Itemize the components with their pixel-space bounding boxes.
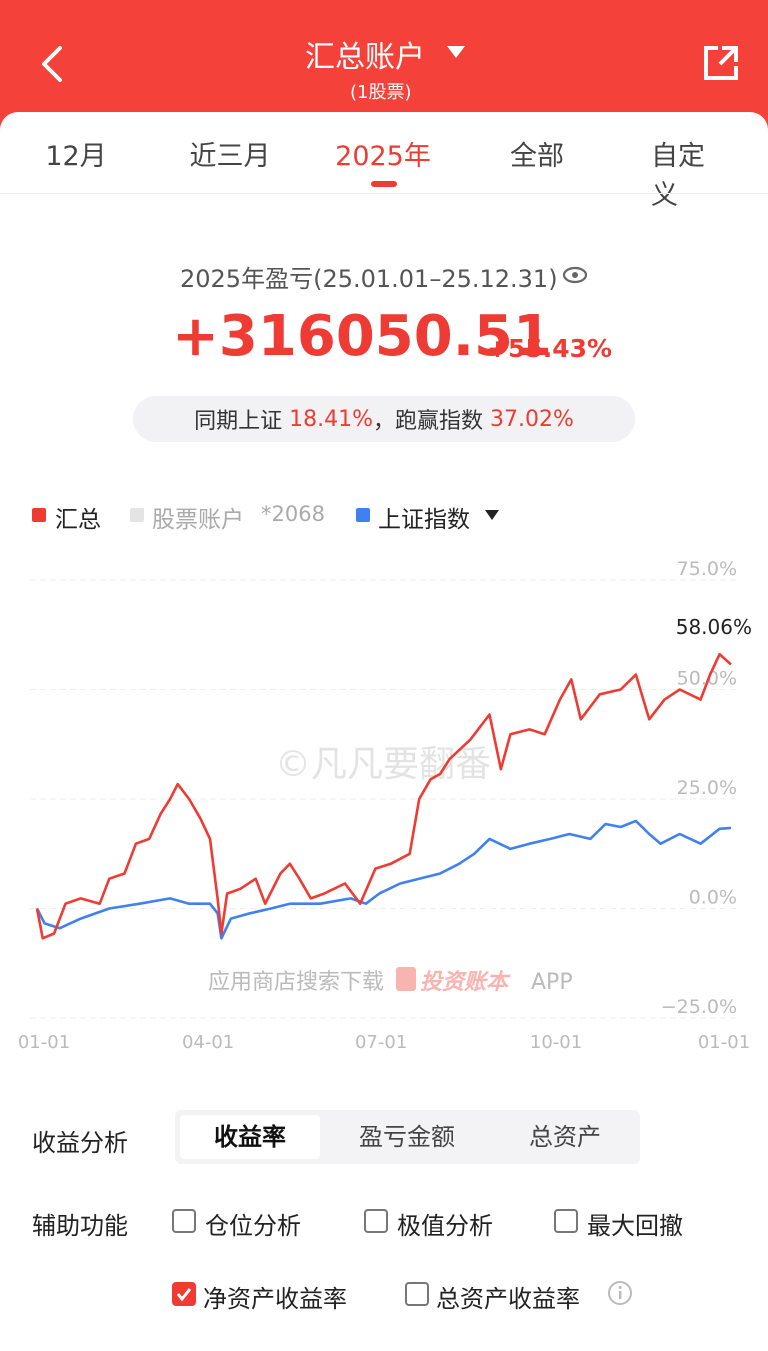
promo-text: 应用商店搜索下载: [208, 970, 384, 995]
divider: [0, 193, 768, 194]
checkbox-label[interactable]: 净资产收益率: [203, 1285, 347, 1313]
info-icon[interactable]: [607, 1280, 633, 1306]
checkbox[interactable]: [172, 1209, 196, 1233]
aux-label: 辅助功能: [32, 1212, 128, 1240]
checkbox-label[interactable]: 仓位分析: [205, 1212, 301, 1240]
value-label: 58.06%: [676, 615, 752, 639]
period-label: 2025年盈亏(25.01.01–25.12.31): [180, 265, 558, 293]
tab[interactable]: 近三月: [189, 141, 271, 172]
tab[interactable]: 全部: [510, 141, 564, 172]
segment-button[interactable]: 收益率: [180, 1115, 320, 1159]
x-tick-label: 01-01: [698, 1032, 750, 1053]
legend-label[interactable]: 股票账户: [152, 507, 244, 533]
checkbox[interactable]: [405, 1282, 429, 1306]
header-title[interactable]: 汇总账户: [305, 40, 425, 75]
legend-suffix: *2068: [261, 502, 325, 526]
legend-label[interactable]: 上证指数: [378, 507, 470, 533]
x-tick-label: 07-01: [355, 1032, 407, 1053]
checkbox-label[interactable]: 总资产收益率: [436, 1285, 580, 1313]
profit-rate: +55.43%: [487, 334, 613, 363]
y-tick-label: −25.0%: [661, 996, 737, 1018]
beat-value: 37.02%: [490, 406, 574, 432]
beat-label: ，跑赢指数: [373, 409, 484, 434]
watermark: ©凡凡要翻番: [275, 744, 491, 785]
tab[interactable]: 2025年: [335, 141, 431, 172]
legend-label[interactable]: 汇总: [55, 507, 101, 533]
checkbox[interactable]: [172, 1282, 196, 1306]
analysis-label: 收益分析: [32, 1129, 128, 1157]
brand-text: 投资账本: [420, 970, 511, 995]
check-mark: [176, 1288, 192, 1302]
share-button[interactable]: [702, 44, 740, 82]
dropdown-arrow[interactable]: [484, 508, 500, 522]
legend-swatch: [356, 508, 370, 522]
chart: ©凡凡要翻番 应用商店搜索下载 投资账本 APP 75.0% 50.0% 25.0%…: [18, 558, 752, 1053]
y-tick-label: 75.0%: [677, 558, 737, 580]
y-tick-label: 0.0%: [689, 887, 737, 909]
checkbox-label[interactable]: 极值分析: [397, 1212, 493, 1240]
segment-button[interactable]: 盈亏金额: [359, 1123, 455, 1151]
x-tick-label: 04-01: [182, 1032, 234, 1053]
compare-pill: 同期上证 18.41% ，跑赢指数 37.02%: [133, 396, 635, 442]
header-subtitle: (1股票): [350, 82, 412, 103]
line-series: [35, 819, 732, 940]
checkbox-label[interactable]: 最大回撤: [587, 1212, 683, 1240]
back-button[interactable]: [38, 44, 68, 84]
checkbox[interactable]: [554, 1209, 578, 1233]
brand-icon: [396, 967, 416, 991]
header: 汇总账户 (1股票): [0, 0, 768, 130]
profit-amount: +316050.51: [172, 304, 552, 369]
tab[interactable]: 12月: [45, 141, 107, 172]
line-series: [35, 652, 732, 940]
legend-swatch: [130, 508, 144, 522]
segment-button[interactable]: 总资产: [529, 1123, 601, 1151]
tab-indicator: [371, 181, 397, 187]
segmented-control: 收益率 盈亏金额 总资产: [175, 1110, 640, 1164]
app-text: APP: [531, 970, 573, 995]
eye-icon[interactable]: [562, 264, 588, 286]
y-tick-label: 50.0%: [677, 668, 737, 690]
x-tick-label: 10-01: [530, 1032, 582, 1053]
legend-swatch: [32, 508, 46, 522]
x-tick-label: 01-01: [18, 1032, 70, 1053]
dropdown-arrow[interactable]: [446, 44, 466, 60]
compare-value: 18.41%: [289, 406, 373, 432]
y-tick-label: 25.0%: [677, 777, 737, 799]
checkbox[interactable]: [364, 1209, 388, 1233]
compare-label: 同期上证: [194, 409, 283, 434]
tab[interactable]: 自定义: [651, 141, 705, 211]
